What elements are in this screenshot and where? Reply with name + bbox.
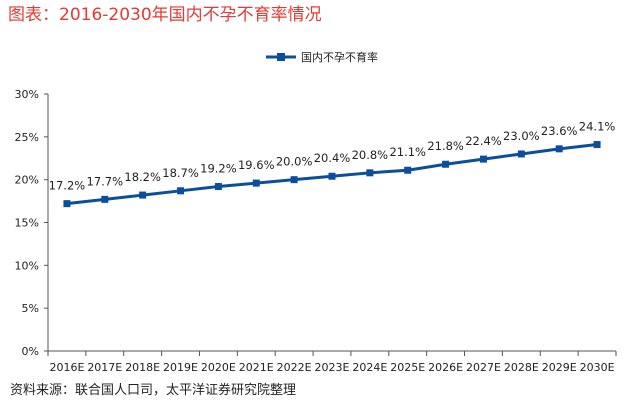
data-label: 17.7% [87, 174, 124, 188]
data-label: 20.4% [314, 151, 351, 165]
data-point [479, 155, 487, 163]
data-label: 23.6% [541, 124, 578, 138]
x-tick-label: 2023E [315, 361, 350, 374]
data-label: 23.0% [503, 129, 540, 143]
data-point [404, 166, 412, 174]
legend-marker [277, 53, 285, 61]
data-point [517, 150, 525, 158]
data-labels: 17.2% 17.7% 18.2% 18.7% 19.2% 19.6% 20.0% 20.4%… [49, 120, 616, 193]
x-tick-label: 2022E [277, 361, 312, 374]
data-point [366, 169, 374, 177]
data-point [214, 183, 222, 191]
legend-label: 国内不孕不育率 [301, 50, 378, 64]
y-tick-label: 30% [15, 88, 39, 101]
data-label: 21.8% [427, 139, 464, 153]
data-label: 20.0% [276, 155, 313, 169]
x-tick-label: 2029E [542, 361, 577, 374]
data-point [328, 172, 336, 180]
x-tick-label: 2021E [239, 361, 274, 374]
data-point [101, 195, 109, 203]
data-point [593, 141, 601, 149]
data-point [177, 187, 185, 195]
x-tick-label: 2026E [428, 361, 463, 374]
x-tick-label: 2025E [390, 361, 425, 374]
series-group [63, 141, 601, 208]
source-note: 资料来源：联合国人口司，太平洋证券研究院整理 [10, 383, 297, 398]
y-tick-label: 0% [22, 345, 39, 358]
x-axis: 2016E 2017E 2018E 2019E 2020E 2021E 2022E 2023E… [47, 350, 617, 374]
x-tick-label: 2027E [466, 361, 501, 374]
data-point [252, 179, 260, 187]
y-tick-label: 25% [15, 131, 39, 144]
x-tick-label: 2016E [49, 361, 84, 374]
data-label: 19.2% [200, 162, 237, 176]
legend: 国内不孕不育率 [266, 50, 378, 64]
x-tick-label: 2024E [352, 361, 387, 374]
data-label: 17.2% [49, 179, 86, 193]
y-tick-label: 5% [22, 302, 39, 315]
data-point [555, 145, 563, 153]
data-label: 18.2% [124, 170, 161, 184]
x-tick-label: 2028E [504, 361, 539, 374]
x-tick-label: 2030E [580, 361, 615, 374]
y-tick-label: 20% [15, 174, 39, 187]
data-label: 20.8% [352, 148, 389, 162]
x-tick-label: 2018E [125, 361, 160, 374]
data-point [139, 191, 147, 199]
chart-title: 图表：2016-2030年国内不孕不育率情况 [8, 5, 322, 25]
data-point [442, 160, 450, 168]
data-point [63, 200, 71, 208]
data-label: 19.6% [238, 158, 275, 172]
y-tick-label: 15% [15, 217, 39, 230]
data-label: 22.4% [465, 134, 502, 148]
y-axis: 0% 5% 10% 15% 20% 25% 30% [15, 88, 49, 358]
x-tick-label: 2019E [163, 361, 198, 374]
data-label: 24.1% [579, 120, 616, 134]
x-tick-label: 2017E [87, 361, 122, 374]
data-point [290, 176, 298, 184]
x-tick-label: 2020E [201, 361, 236, 374]
data-label: 18.7% [162, 166, 199, 180]
y-tick-label: 10% [15, 259, 39, 272]
data-label: 21.1% [389, 145, 426, 159]
